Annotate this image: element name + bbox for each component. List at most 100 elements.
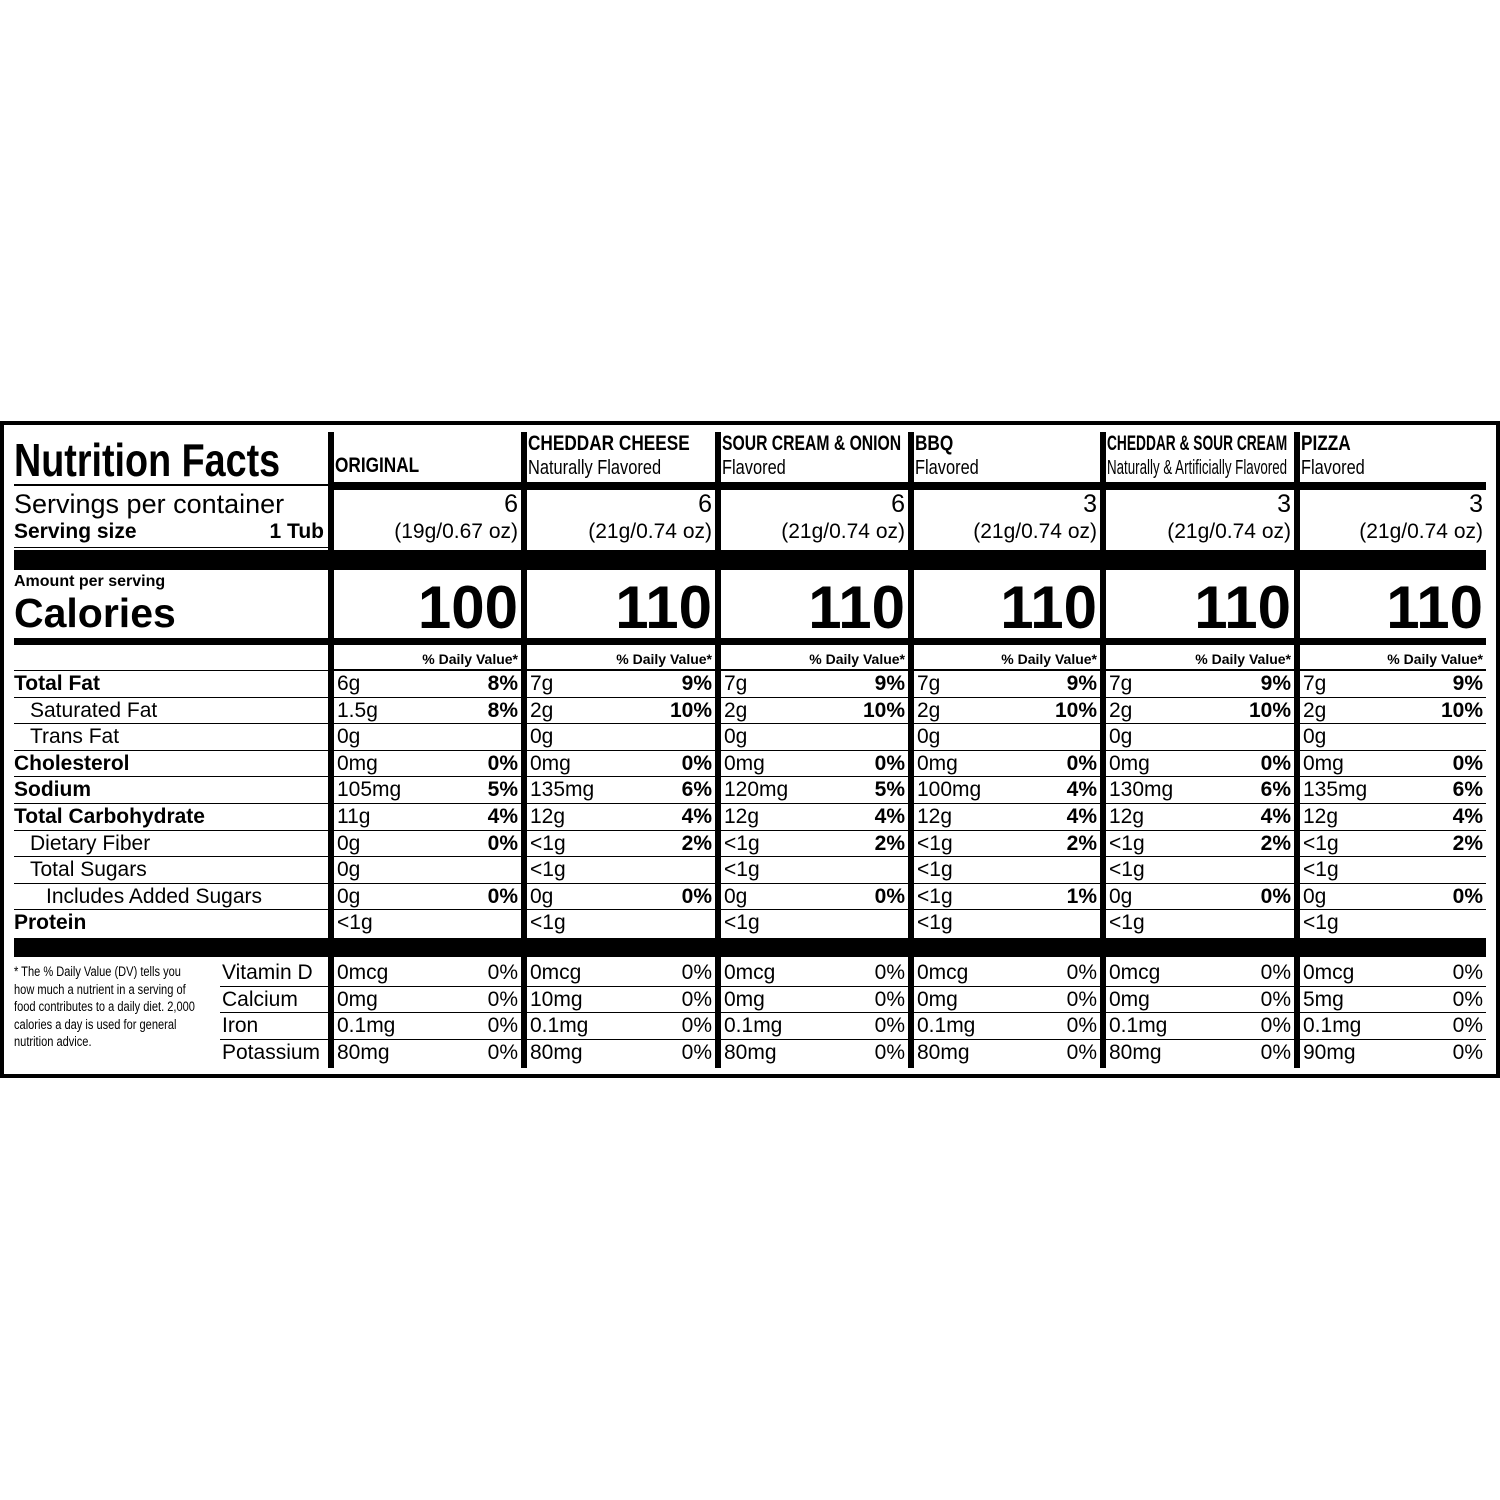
vitamin-amount-text: 0.1mg [337,1014,396,1038]
vitamin-amount: 80mg [1109,1041,1162,1065]
row-divider [14,723,1486,724]
nutrient-amount-text: 11g [337,805,371,828]
amount-per-serving: Amount per serving [14,573,165,591]
nutrient-label-total_carbohydrate: Total Carbohydrate [14,805,205,829]
vitamin-dv-text: 0% [1452,1040,1483,1064]
dv-header: % Daily Value* [530,650,712,668]
nutrient-amount: <1g [1303,911,1339,935]
nutrient-dv: 6% [530,778,712,802]
dv-header-text: % Daily Value* [616,651,712,667]
vitamin-amount: 0mg [337,988,378,1012]
row-divider [220,1039,1486,1040]
serving-weight-text: (19g/0.67 oz) [394,520,518,543]
nutrient-dv: 8% [337,699,518,723]
vitamin-dv-text: 0% [1260,987,1291,1011]
row-divider [14,883,1486,884]
nutrient-dv: 8% [337,672,518,696]
nutrient-amount: 12g [530,805,565,829]
nutrient-amount-text: 100mg [917,778,982,802]
vitamin-amount: 0.1mg [724,1014,782,1038]
thick-bar [14,938,1486,957]
vitamin-amount-text: 0mg [337,987,378,1011]
nutrient-amount: <1g [530,911,566,935]
nutrient-label-protein: Protein [14,911,86,935]
nutrient-dv-text: 9% [681,672,712,695]
product-flavor: Flavored [722,456,901,480]
nutrient-dv: 10% [724,699,905,723]
nutrient-dv: 9% [1303,672,1483,696]
vitamin-amount: 0mcg [337,961,388,985]
vitamin-label-text: Calcium [222,987,298,1011]
vitamin-dv: 0% [917,1014,1097,1038]
vitamin-label-text: Potassium [222,1040,321,1064]
nutrient-amount-text: 2g [917,698,941,722]
nutrient-amount-text: <1g [1303,858,1339,882]
product-flavor: Naturally Flavored [528,456,708,480]
nutrient-amount: 0g [337,725,360,749]
nutrient-label-added_sugars-text: Includes Added Sugars [46,884,262,908]
nutrient-amount: 0g [1303,725,1326,749]
nutrient-amount: 135mg [1303,778,1367,802]
column-divider [328,432,334,1068]
nutrient-amount-text: 12g [1109,805,1145,828]
nutrient-dv: 0% [1303,885,1483,909]
serving-weight: (21g/0.74 oz) [530,519,712,545]
nutrient-dv-text: 2% [874,831,905,855]
nutrient-amount: 2g [917,699,940,723]
nutrient-amount-text: 0g [1109,725,1133,749]
nutrient-dv: 0% [530,885,712,909]
vitamin-amount-text: 0mcg [1109,961,1161,984]
vitamin-dv-text: 0% [1066,987,1097,1011]
vitamin-amount: 0.1mg [1109,1014,1167,1038]
nutrient-amount: 7g [530,672,553,696]
servings-value: 6 [337,490,518,518]
nutrient-amount: <1g [1109,858,1145,882]
nutrient-amount: <1g [530,858,566,882]
header-bar [521,482,715,490]
nutrient-amount-text: <1g [917,858,953,882]
vitamin-dv: 0% [1109,988,1291,1012]
nutrient-dv-text: 10% [1440,698,1483,722]
dv-header: % Daily Value* [1109,650,1291,668]
row-divider [14,670,1486,671]
serving-weight: (21g/0.74 oz) [1303,519,1483,545]
nutrient-dv-text: 6% [681,778,712,802]
product-flavor: Naturally & Artificially Flavored [1107,456,1287,480]
nutrient-dv-text: 0% [487,751,518,775]
nutrition-facts-label [0,421,1500,1078]
vitamin-amount: 0.1mg [1303,1014,1361,1038]
row-divider [14,803,1486,804]
vitamin-amount-text: 0mg [917,987,958,1011]
vitamin-label: Calcium [222,988,298,1012]
nutrient-dv-text: 0% [874,884,905,908]
dv-header-text: % Daily Value* [422,651,518,667]
vitamin-amount-text: 10mg [530,987,583,1011]
column-divider [715,432,721,1068]
nutrient-amount-text: 135mg [530,778,595,802]
nutrient-amount-text: <1g [337,911,373,935]
vitamin-label: Potassium [222,1041,320,1065]
nutrient-dv-text: 0% [874,751,905,775]
nutrient-amount: <1g [917,885,953,909]
vitamin-amount: 0mcg [1303,961,1354,985]
vitamin-dv-text: 0% [1066,1014,1097,1038]
product-flavor-text: Flavored [915,457,979,479]
nutrient-dv-text: 0% [1260,751,1291,775]
nutrient-amount: 0g [530,725,553,749]
nutrient-dv: 0% [530,752,712,776]
nutrient-amount-text: 0mg [1109,751,1150,775]
nutrient-amount: 0g [337,858,360,882]
serving-size-value: 1 Tub [200,520,324,544]
header-bar [1100,482,1294,490]
nutrient-amount: <1g [724,858,760,882]
nutrient-dv: 5% [724,778,905,802]
nutrient-amount-text: 0g [337,831,361,855]
vitamin-dv-text: 0% [487,987,518,1011]
nutrient-amount: 0g [1109,725,1132,749]
nutrient-amount: 0g [337,832,360,856]
nutrient-amount-text: 7g [530,672,554,695]
dv-header-text: % Daily Value* [1387,651,1483,667]
nutrient-amount: 0g [917,725,940,749]
nutrient-amount-text: <1g [1109,911,1145,935]
nutrient-amount-text: 0g [530,884,554,908]
